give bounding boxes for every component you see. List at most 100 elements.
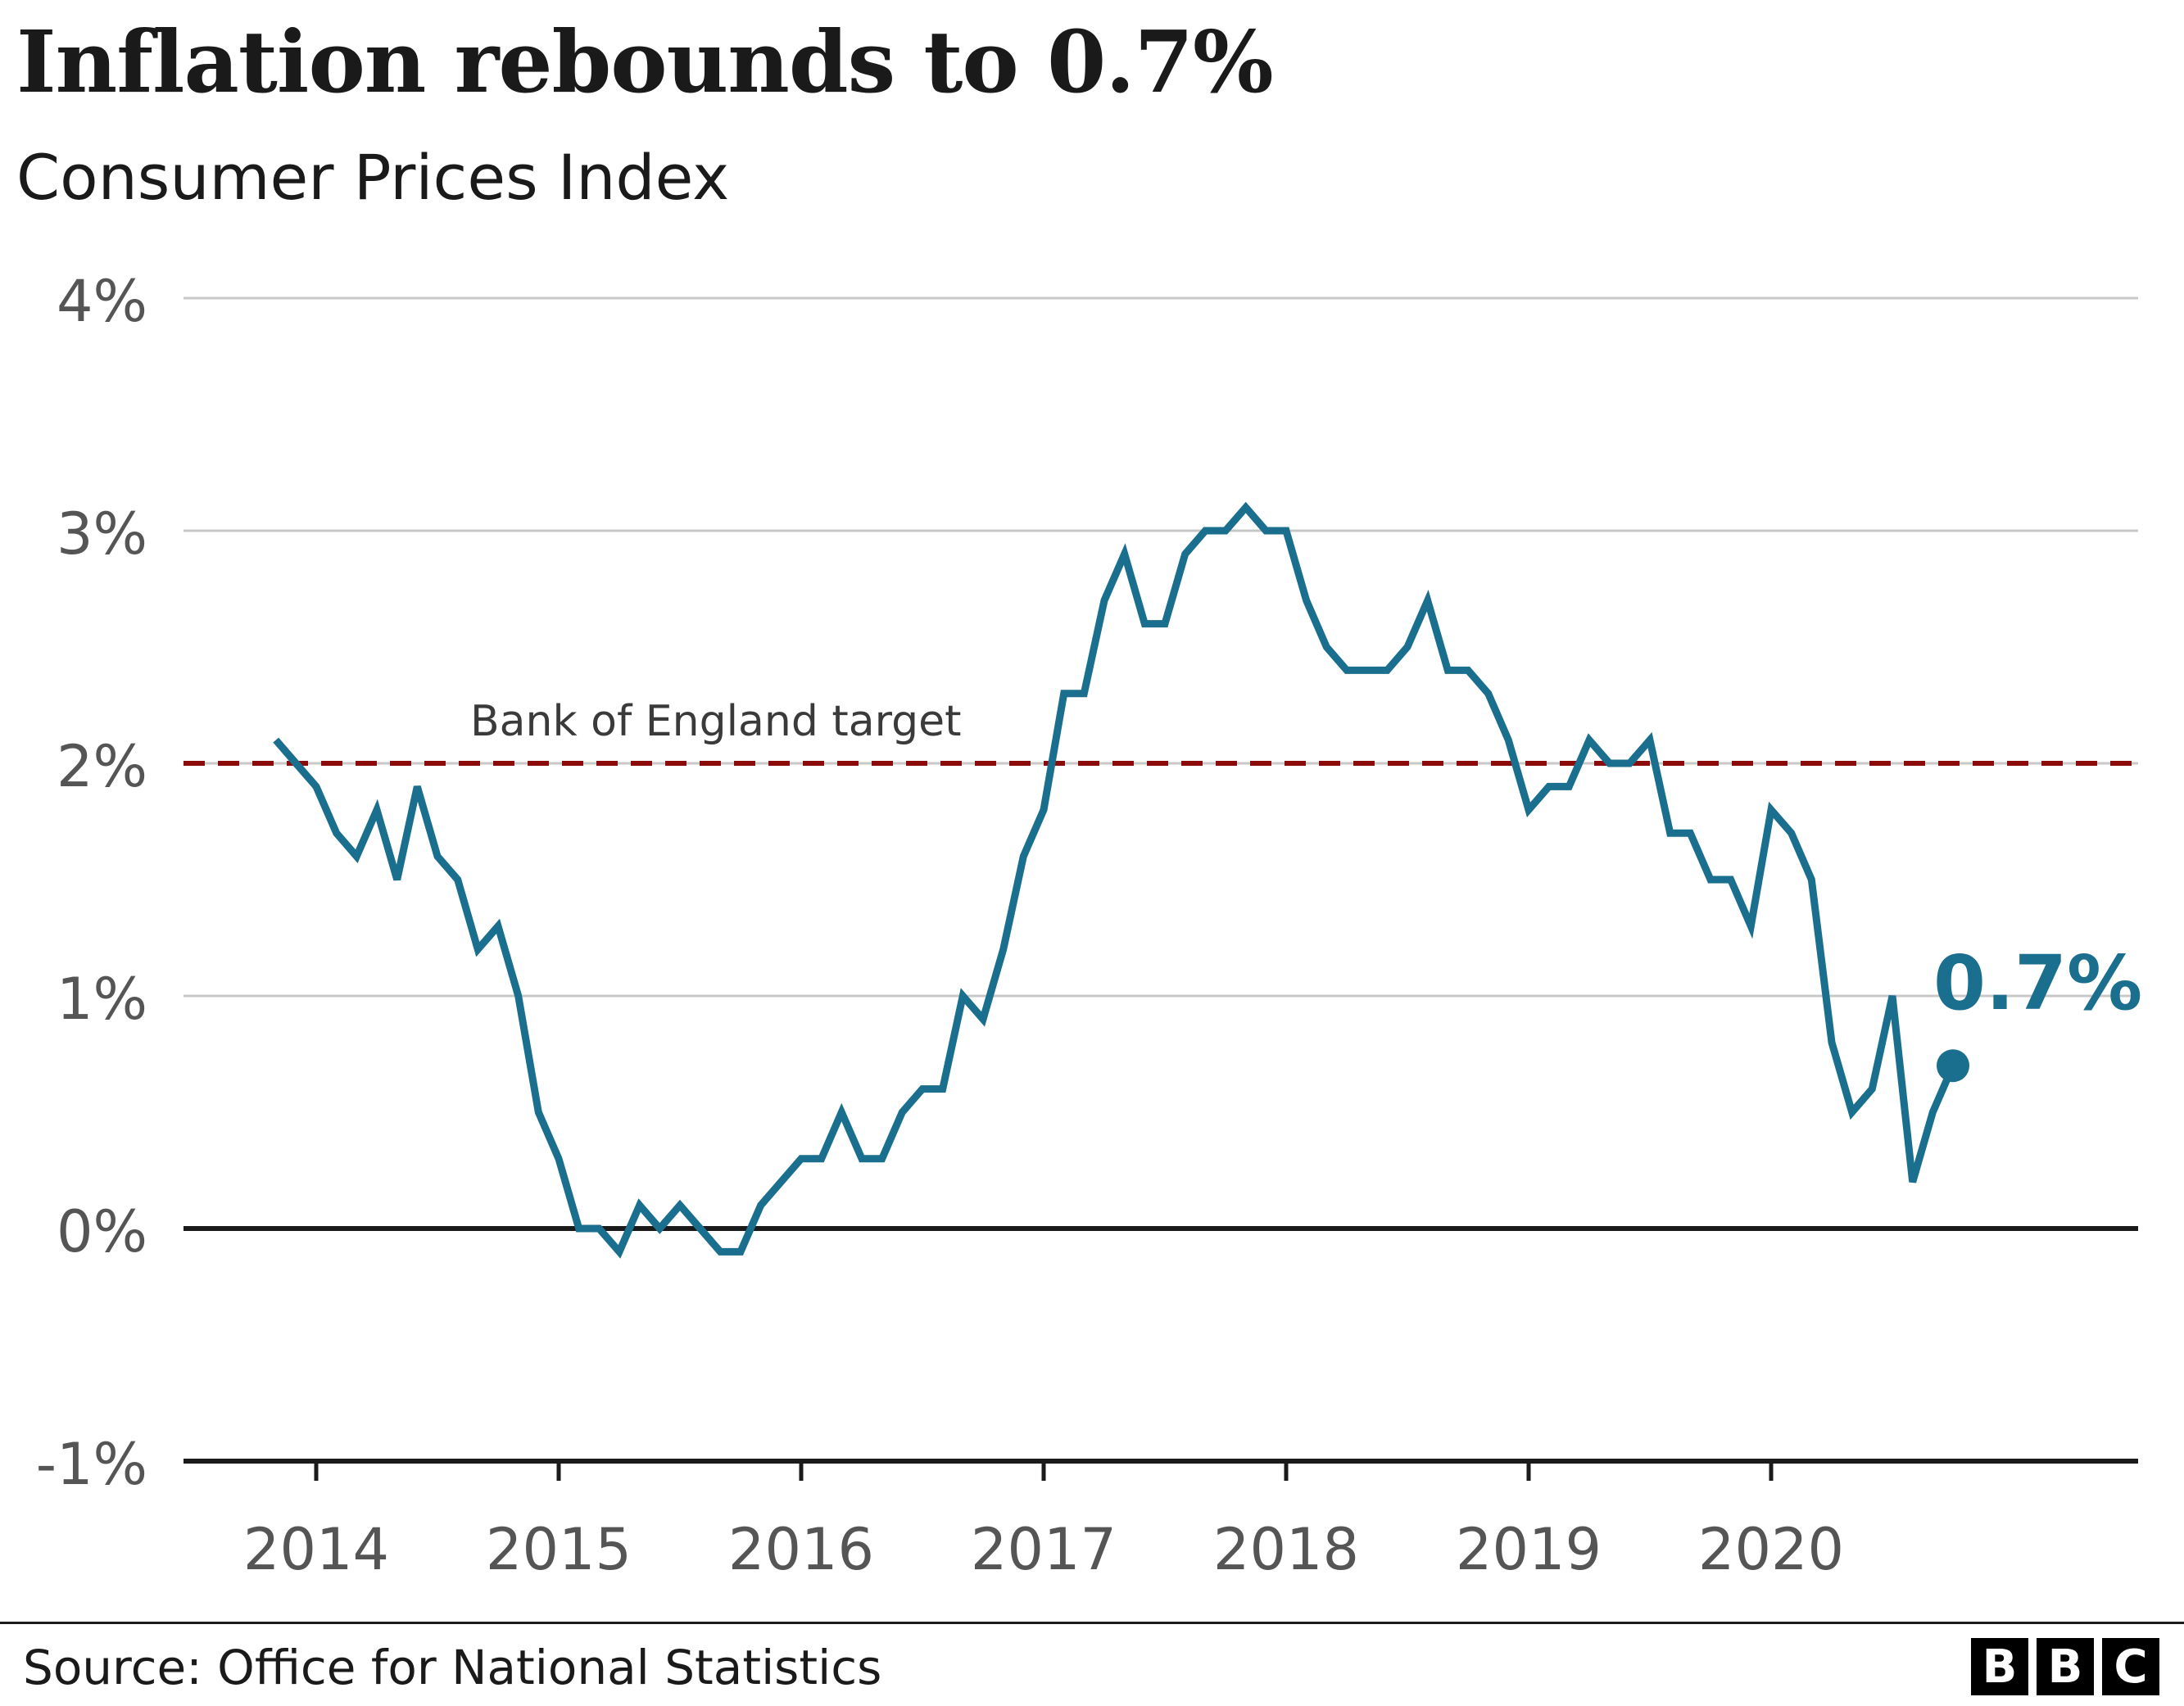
data-point [1123, 552, 1126, 555]
data-point [1891, 994, 1894, 998]
data-point [1385, 668, 1389, 672]
data-point [1082, 692, 1085, 695]
y-tick-label: 3% [57, 500, 147, 568]
data-point [638, 1204, 641, 1207]
cpi-series-line [273, 501, 1957, 1259]
data-point [1285, 529, 1288, 532]
y-tick-label: -1% [36, 1431, 147, 1498]
data-point [1305, 599, 1308, 602]
data-point [1830, 1041, 1833, 1044]
data-point [274, 739, 278, 742]
logo-letter-b1: B [1971, 1638, 2028, 1695]
data-point [961, 994, 964, 998]
data-point [941, 1088, 945, 1091]
data-point [1608, 762, 1611, 765]
data-point [315, 785, 318, 788]
data-point [1366, 668, 1369, 672]
y-tick-label: 4% [57, 268, 147, 335]
data-point [1163, 622, 1167, 626]
data-point [436, 855, 439, 858]
data-point [739, 1250, 742, 1253]
data-point [1507, 739, 1510, 742]
y-tick-label: 1% [57, 966, 147, 1033]
data-point [921, 1088, 924, 1091]
data-point [699, 1227, 702, 1230]
data-point [1426, 599, 1430, 602]
data-point [396, 878, 399, 881]
data-point [456, 878, 460, 881]
x-tick-label: 2015 [486, 1516, 632, 1583]
data-point [1931, 1111, 1934, 1114]
data-point [1224, 529, 1227, 532]
data-point [779, 1180, 782, 1183]
data-point [1022, 855, 1025, 858]
data-point [800, 1157, 803, 1161]
x-tick-label: 2018 [1213, 1516, 1359, 1583]
data-point [375, 808, 378, 812]
data-point [1547, 785, 1551, 788]
y-tick-label: 2% [57, 733, 147, 800]
data-point [517, 994, 520, 998]
x-tick-label: 2020 [1698, 1516, 1844, 1583]
data-point [1487, 692, 1490, 695]
bbc-logo: B B C [1971, 1638, 2159, 1695]
data-point [415, 785, 419, 788]
data-point [1325, 645, 1328, 649]
source-note: Source: Office for National Statistics [23, 1640, 882, 1695]
data-point [355, 855, 358, 858]
footer-divider [0, 1622, 2184, 1624]
data-point [294, 762, 297, 765]
x-tick-label: 2017 [971, 1516, 1117, 1583]
data-point [1143, 622, 1146, 626]
data-point [1063, 692, 1066, 695]
data-point [1769, 808, 1773, 812]
data-point [820, 1157, 823, 1161]
x-tick-label: 2019 [1456, 1516, 1602, 1583]
data-point [1648, 739, 1652, 742]
data-point [1749, 925, 1752, 928]
data-point [1669, 831, 1672, 835]
data-point [1103, 599, 1106, 602]
data-point [476, 948, 479, 951]
data-point [900, 1111, 904, 1114]
x-tick-label: 2016 [728, 1516, 874, 1583]
data-point [759, 1204, 763, 1207]
data-point [1911, 1180, 1914, 1183]
data-point [335, 831, 338, 835]
data-point [1527, 808, 1530, 812]
data-point [718, 1250, 722, 1253]
x-tick-label: 2014 [243, 1516, 389, 1583]
data-point [1042, 808, 1045, 812]
data-point [597, 1227, 600, 1230]
data-point [1628, 762, 1631, 765]
data-point [537, 1111, 540, 1114]
logo-letter-c: C [2102, 1638, 2159, 1695]
data-point [578, 1227, 581, 1230]
end-value-label: 0.7% [1933, 939, 2142, 1027]
data-point [1810, 878, 1813, 881]
data-point [1345, 668, 1348, 672]
data-point [1688, 831, 1692, 835]
logo-letter-b2: B [2037, 1638, 2094, 1695]
data-point [618, 1250, 621, 1253]
chart-subtitle: Consumer Prices Index [16, 141, 730, 214]
y-tick-label: 0% [57, 1198, 147, 1265]
data-point [496, 925, 500, 928]
data-point [1002, 948, 1005, 951]
data-point [678, 1204, 682, 1207]
data-point [981, 1017, 985, 1020]
data-point [1406, 645, 1409, 649]
data-point [1870, 1088, 1874, 1091]
data-point [1729, 878, 1733, 881]
data-point [1567, 785, 1570, 788]
data-point [1588, 739, 1591, 742]
data-point [1264, 529, 1267, 532]
data-point [881, 1157, 884, 1161]
data-point [840, 1111, 843, 1114]
data-point [658, 1227, 661, 1230]
data-point [1446, 668, 1449, 672]
data-point [860, 1157, 863, 1161]
target-line-label: Bank of England target [470, 697, 962, 746]
data-point [1203, 529, 1207, 532]
data-point [557, 1157, 560, 1161]
